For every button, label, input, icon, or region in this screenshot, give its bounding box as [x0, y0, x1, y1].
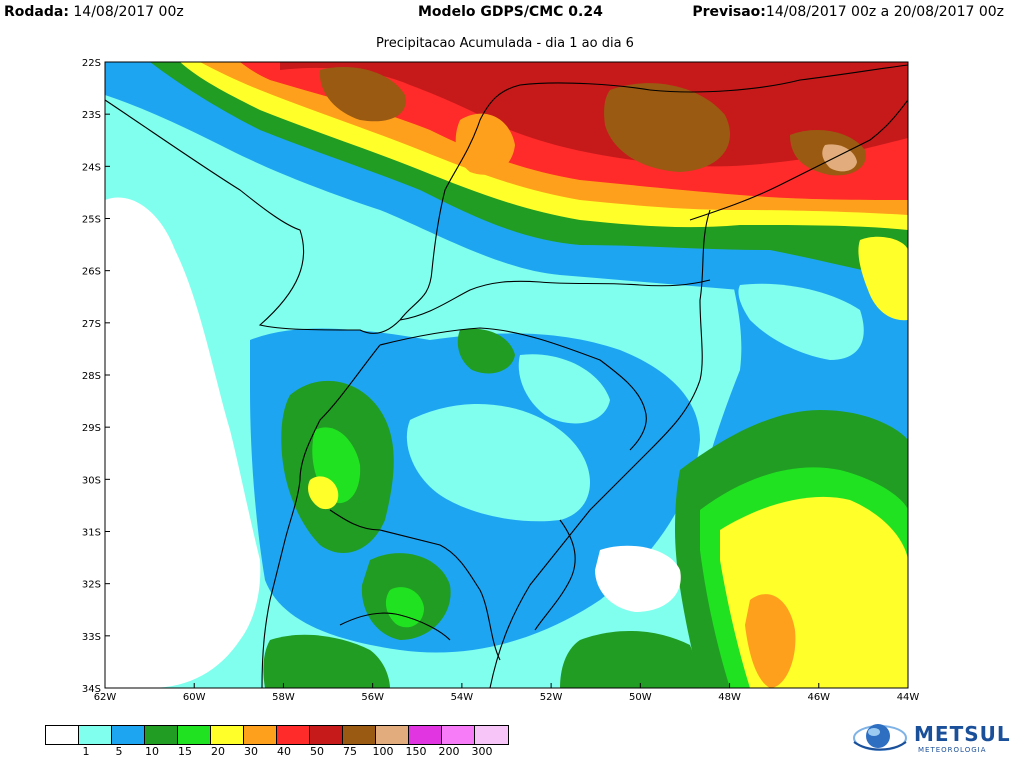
lon-label: 58W — [272, 692, 295, 703]
legend-label: 5 — [115, 745, 123, 758]
field-5-10-pocket-b — [351, 215, 413, 319]
legend-swatch — [211, 726, 244, 744]
field-30-40-ne — [858, 236, 908, 321]
legend-label: 10 — [145, 745, 159, 758]
field-5-10-ocean-north — [738, 283, 864, 360]
coastline-sp-rj — [689, 99, 909, 221]
legend-label: 150 — [405, 745, 427, 758]
legend-label: 100 — [372, 745, 394, 758]
field-0-1-west — [105, 197, 261, 688]
lat-label: 32S — [82, 580, 101, 591]
field-30-40-ocean — [720, 496, 908, 688]
legend-swatch — [277, 726, 310, 744]
border-sc-rs — [379, 327, 647, 451]
lon-label: 62W — [94, 692, 117, 703]
legend-swatch — [310, 726, 343, 744]
forecast-range: 14/08/2017 00z a 20/08/2017 00z — [765, 4, 1004, 20]
legend-label: 30 — [244, 745, 258, 758]
lon-label: 54W — [451, 692, 474, 703]
field-100-150-a — [319, 67, 406, 122]
legend-swatch — [376, 726, 409, 744]
lat-label: 22S — [82, 58, 101, 69]
lagoa-dos-patos — [534, 519, 576, 631]
lon-label: 50W — [629, 692, 652, 703]
precipitation-fields — [105, 62, 908, 688]
run-info: Rodada: 14/08/2017 00z — [4, 4, 184, 20]
lon-label: 60W — [183, 692, 206, 703]
field-15-20-north-rs — [457, 328, 515, 374]
lat-label: 25S — [82, 215, 101, 226]
color-legend — [45, 725, 509, 745]
legend-swatch — [343, 726, 376, 744]
lon-label: 46W — [807, 692, 830, 703]
legend-swatch — [112, 726, 145, 744]
legend-label: 200 — [438, 745, 460, 758]
legend-label: 20 — [211, 745, 225, 758]
field-15-20-sw — [263, 634, 390, 688]
lat-label: 26S — [82, 267, 101, 278]
lat-label: 27S — [82, 319, 101, 330]
legend-label: 15 — [178, 745, 192, 758]
coast-la-plata — [339, 612, 451, 641]
forecast-info: Previsao:14/08/2017 00z a 20/08/2017 00z — [692, 4, 1004, 20]
field-0-1-ocean — [595, 545, 681, 612]
legend-swatch — [244, 726, 277, 744]
lat-label: 34S — [82, 684, 101, 695]
legend-swatch — [79, 726, 112, 744]
model-name: Modelo GDPS/CMC 0.24 — [418, 4, 603, 20]
forecast-label: Previsao: — [692, 4, 766, 20]
legend-swatch — [178, 726, 211, 744]
lat-label: 29S — [82, 423, 101, 434]
run-date: 14/08/2017 00z — [73, 4, 184, 20]
globe-icon — [853, 724, 907, 751]
legend-label: 40 — [277, 745, 291, 758]
legend-swatch — [409, 726, 442, 744]
field-5-10-center-b — [518, 354, 610, 424]
lat-label: 24S — [82, 162, 101, 173]
legend-swatch — [475, 726, 508, 744]
field-100-150-b — [604, 83, 730, 172]
lon-label: 56W — [361, 692, 384, 703]
axis-ticks: 22S23S24S25S26S27S28S29S30S31S32S33S34S6… — [82, 58, 919, 703]
lat-label: 28S — [82, 371, 101, 382]
boundaries — [104, 64, 909, 689]
border-argentina-rs — [261, 344, 381, 689]
field-5-10-center — [406, 403, 590, 522]
run-label: Rodada: — [4, 4, 69, 20]
border-argentina-paraguay — [104, 99, 401, 334]
legend-label: 75 — [343, 745, 357, 758]
logo-tagline: METEOROLOGIA — [918, 746, 987, 754]
field-40-50-patch — [455, 113, 515, 175]
lat-label: 31S — [82, 528, 101, 539]
field-30-40-west — [308, 476, 339, 510]
border-uruguay-north — [329, 509, 501, 661]
field-5-10-pocket-a — [248, 179, 331, 330]
legend-swatch — [442, 726, 475, 744]
legend-labels: 1 5 10 15 20 30 40 50 75 100 150 200 300 — [45, 745, 645, 759]
lon-label: 48W — [718, 692, 741, 703]
legend-swatch — [46, 726, 79, 744]
map-subtitle: Precipitacao Acumulada - dia 1 ao dia 6 — [376, 36, 634, 51]
model-title: Modelo GDPS/CMC 0.24 — [418, 4, 603, 20]
lat-label: 33S — [82, 632, 101, 643]
legend-label: 300 — [471, 745, 493, 758]
field-20-30-south — [385, 587, 424, 628]
border-mg-sp — [649, 64, 909, 93]
coastline-south-brazil — [489, 209, 711, 689]
metsul-logo: METSUL METEOROLOGIA — [848, 716, 1018, 760]
lon-label: 44W — [897, 692, 920, 703]
lat-label: 23S — [82, 110, 101, 121]
lat-label: 30S — [82, 475, 101, 486]
legend-label: 50 — [310, 745, 324, 758]
lon-label: 52W — [540, 692, 563, 703]
legend-swatch — [145, 726, 178, 744]
field-40-50-ocean — [745, 594, 796, 688]
logo-name: METSUL — [914, 722, 1011, 746]
legend-label: 1 — [82, 745, 90, 758]
field-15-20-se — [560, 630, 700, 688]
border-pr-sc — [399, 279, 711, 321]
border-paraguay-brazil — [399, 82, 651, 321]
